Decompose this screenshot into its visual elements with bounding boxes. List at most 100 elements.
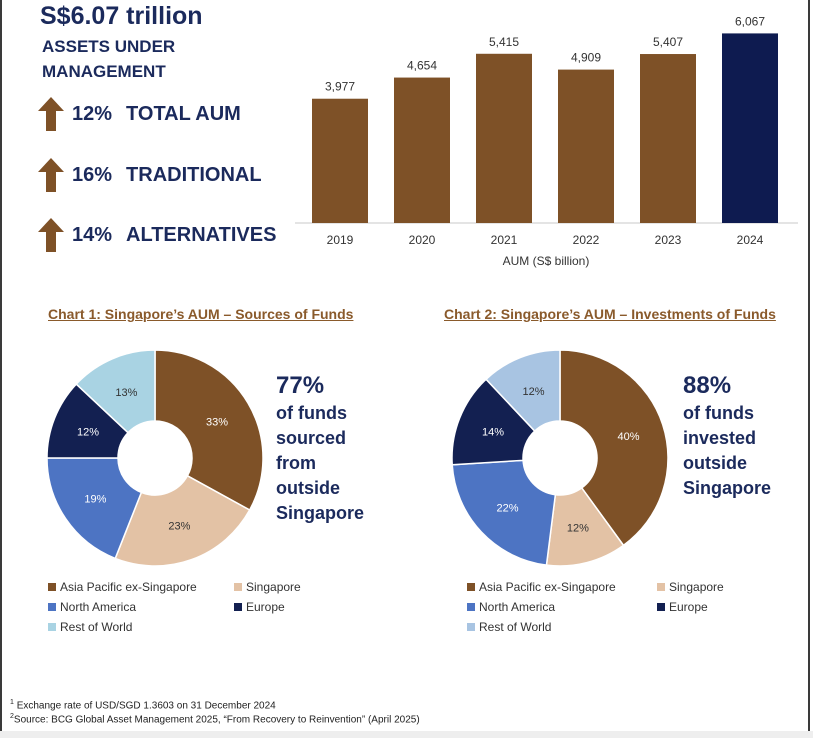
bar-value-label: 5,415 — [489, 35, 519, 49]
legend-label: Asia Pacific ex-Singapore — [479, 580, 616, 594]
legend-label: Singapore — [246, 580, 301, 594]
pie-slice — [451, 459, 557, 566]
callout-line: invested — [683, 428, 757, 448]
slice-label: 12% — [567, 523, 589, 535]
pie-slice — [75, 349, 156, 434]
callout-line: outside — [276, 478, 341, 498]
slice-label: 12% — [77, 426, 99, 438]
up-arrow-icon — [38, 218, 64, 252]
legend-item: Singapore — [234, 580, 301, 594]
stat-label: TRADITIONAL — [126, 163, 262, 186]
legend-swatch — [48, 623, 56, 631]
slice-label: 33% — [206, 416, 228, 428]
legend-label: North America — [60, 600, 137, 614]
bar-value-label: 6,067 — [735, 14, 765, 28]
x-tick-label: 2021 — [491, 233, 518, 247]
legend-label: Europe — [669, 600, 708, 614]
stat-alternatives: 14% ALTERNATIVES — [38, 217, 276, 253]
x-tick-label: 2023 — [655, 233, 682, 247]
legend-item: Europe — [234, 600, 285, 614]
chart-1-title: Chart 1: Singapore’s AUM – Sources of Fu… — [48, 306, 354, 322]
legend-item: Asia Pacific ex-Singapore — [48, 580, 197, 594]
footnote-text: Source: BCG Global Asset Management 2025… — [13, 714, 420, 726]
x-axis-label: AUM (S$ billion) — [503, 254, 590, 268]
stat-traditional: 16% TRADITIONAL — [38, 157, 262, 193]
legend-label: Asia Pacific ex-Singapore — [60, 580, 197, 594]
chart-2-donut: 40% 12% 22% 14% 12% — [451, 349, 669, 567]
legend-label: Europe — [246, 600, 285, 614]
legend-label: Rest of World — [479, 620, 552, 634]
x-tick-label: 2022 — [573, 233, 600, 247]
stat-total-aum: 12% TOTAL AUM — [38, 96, 241, 132]
stat-percent: 16% — [72, 163, 113, 186]
pie-slice — [559, 349, 669, 547]
legend-label: Rest of World — [60, 620, 133, 634]
legend-item: Europe — [657, 600, 708, 614]
stat-percent: 14% — [72, 223, 113, 246]
frame-left-border — [0, 0, 2, 738]
pie-slice — [46, 457, 143, 560]
callout-percent: 88% — [683, 372, 732, 399]
legend-swatch — [48, 583, 56, 591]
footnote-mark: 2 — [10, 713, 14, 720]
slice-label: 40% — [617, 431, 639, 443]
legend-item: Rest of World — [48, 620, 132, 634]
legend-label: Singapore — [669, 580, 724, 594]
chart-2-title: Chart 2: Singapore’s AUM – Investments o… — [444, 306, 776, 322]
bottom-strip — [0, 731, 813, 738]
chart-1-donut: 33% 23% 19% 12% 13% — [46, 349, 264, 567]
footnote-mark: 1 — [10, 699, 14, 706]
pie-slice — [114, 474, 251, 567]
callout-line: of funds — [276, 403, 347, 423]
bar — [722, 33, 778, 223]
stat-percent: 12% — [72, 102, 113, 125]
subtitle-line-2: MANAGEMENT — [42, 62, 166, 81]
legend-item: North America — [467, 600, 555, 614]
callout-line: from — [276, 453, 316, 473]
legend-swatch — [234, 583, 242, 591]
legend-item: Singapore — [657, 580, 724, 594]
callout-line: of funds — [683, 403, 754, 423]
pie-slice — [154, 349, 264, 512]
x-tick-label: 2024 — [737, 233, 764, 247]
stat-label: TOTAL AUM — [126, 102, 241, 125]
chart-1-callout: 77% of funds sourced from outside Singapore — [276, 371, 364, 526]
legend-swatch — [467, 603, 475, 611]
frame-right-border — [808, 0, 810, 738]
legend-item: North America — [48, 600, 136, 614]
slice-label: 12% — [522, 386, 544, 398]
pie-slice — [485, 349, 561, 433]
up-arrow-icon — [38, 97, 64, 131]
callout-line: outside — [683, 453, 748, 473]
footnote-text: Exchange rate of USD/SGD 1.3603 on 31 De… — [16, 700, 276, 712]
bar — [394, 77, 450, 223]
x-tick-label: 2019 — [327, 233, 354, 247]
x-tick-label: 2020 — [409, 233, 436, 247]
slice-label: 14% — [482, 426, 504, 438]
up-arrow-icon — [38, 158, 64, 192]
legend-item: Asia Pacific ex-Singapore — [467, 580, 616, 594]
subtitle-line-1: ASSETS UNDER — [42, 37, 176, 56]
bar — [558, 69, 614, 223]
legend-swatch — [48, 603, 56, 611]
footnote-2: 2Source: BCG Global Asset Management 202… — [10, 713, 420, 725]
bar — [312, 98, 368, 223]
legend-swatch — [657, 603, 665, 611]
slice-label: 19% — [84, 493, 106, 505]
footnote-1: 1 Exchange rate of USD/SGD 1.3603 on 31 … — [10, 699, 276, 711]
bar-value-label: 4,909 — [571, 51, 601, 65]
headline: S$6.07 trillion — [40, 2, 203, 30]
callout-line: sourced — [276, 428, 347, 448]
slice-label: 23% — [168, 521, 190, 533]
bar-value-label: 4,654 — [407, 59, 437, 73]
bar — [640, 54, 696, 223]
chart-2-callout: 88% of funds invested outside Singapore — [683, 371, 771, 501]
aum-bar-chart: 3,977 2019 4,654 2020 5,415 2021 4,909 2022 5,40… — [295, 14, 798, 268]
callout-percent: 77% — [276, 372, 325, 399]
legend-swatch — [234, 603, 242, 611]
slice-label: 13% — [115, 387, 137, 399]
callout-line: Singapore — [683, 478, 772, 498]
legend-item: Rest of World — [467, 620, 551, 634]
bar-value-label: 3,977 — [325, 80, 355, 94]
legend-swatch — [657, 583, 665, 591]
